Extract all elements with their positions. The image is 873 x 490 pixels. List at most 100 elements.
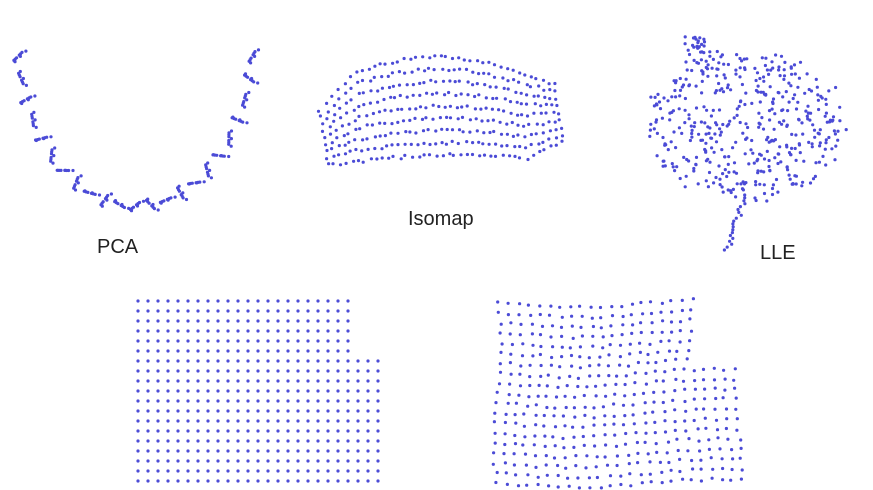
grid-point [316, 399, 320, 403]
reconstructed-grid-point [534, 413, 538, 417]
lle-point [677, 126, 681, 130]
lle-point [742, 199, 746, 203]
lle-point [764, 56, 768, 60]
lle-point [833, 158, 837, 162]
grid-point [136, 349, 140, 353]
grid-point [226, 339, 230, 343]
grid-point [366, 379, 370, 383]
lle-point [687, 113, 691, 117]
grid-point [206, 399, 210, 403]
pca-point [49, 135, 53, 139]
grid-point [316, 409, 320, 413]
isomap-point [332, 103, 336, 108]
grid-point [216, 369, 220, 373]
lle-point [818, 128, 822, 132]
isomap-point [349, 86, 353, 90]
reconstructed-grid-point [531, 343, 535, 347]
reconstructed-grid-point [496, 300, 500, 304]
reconstructed-grid-point [592, 406, 596, 410]
isomap-point [537, 142, 541, 146]
isomap-point [428, 56, 432, 60]
grid-point [186, 379, 190, 383]
grid-point [326, 309, 330, 313]
reconstructed-grid-point [571, 336, 575, 340]
isomap-point [413, 55, 418, 59]
grid-point [306, 329, 310, 333]
isomap-point [358, 127, 362, 131]
lle-point [762, 183, 766, 187]
lle-point [721, 190, 725, 194]
reconstructed-grid-point [644, 371, 648, 375]
reconstructed-grid-point [710, 476, 714, 480]
isomap-point [356, 80, 360, 84]
reconstructed-grid-point [629, 313, 633, 317]
lle-point [789, 66, 793, 70]
isomap-point [543, 95, 547, 99]
pca-scatter-plot [12, 48, 261, 213]
lle-point [731, 236, 735, 240]
reconstructed-grid-point [626, 364, 631, 368]
grid-point [286, 389, 290, 393]
isomap-point [538, 149, 542, 154]
isomap-point [516, 113, 520, 117]
lle-point [767, 164, 771, 169]
reconstructed-grid-point [578, 366, 582, 370]
grid-point [146, 359, 150, 363]
reconstructed-grid-point [546, 373, 550, 377]
grid-point [376, 459, 380, 463]
lle-point [759, 169, 763, 173]
reconstructed-grid-point [545, 473, 549, 477]
lle-point [720, 87, 724, 91]
isomap-point [411, 93, 415, 97]
lle-point [771, 66, 775, 70]
lle-point [702, 105, 706, 109]
reconstructed-grid-point [721, 478, 725, 482]
reconstructed-grid-point [730, 448, 734, 452]
reconstructed-grid-point [618, 363, 622, 367]
reconstructed-grid-point [660, 330, 664, 334]
lle-point [683, 185, 687, 189]
lle-point [708, 50, 712, 54]
lle-point [844, 128, 848, 132]
isomap-point [473, 94, 477, 99]
reconstructed-grid-point [713, 386, 717, 390]
lle-point [700, 91, 704, 95]
reconstructed-grid-point [588, 374, 592, 378]
grid-point [206, 409, 210, 413]
reconstructed-grid-point [694, 407, 698, 411]
reconstructed-grid-point [731, 457, 735, 461]
grid-point [296, 429, 300, 433]
reconstructed-grid-point [610, 334, 614, 338]
reconstructed-grid-point [567, 484, 571, 488]
grid-point [356, 369, 360, 373]
reconstructed-grid-point [693, 379, 697, 383]
reconstructed-grid-point [649, 311, 654, 316]
grid-point [336, 419, 340, 423]
reconstructed-grid-point [655, 450, 659, 454]
reconstructed-grid-point [720, 457, 724, 461]
isomap-point [330, 94, 334, 98]
reconstructed-grid-point [692, 369, 696, 373]
grid-point [146, 309, 150, 313]
lle-point [802, 159, 806, 163]
lle-point [767, 72, 771, 76]
lle-point [732, 219, 736, 223]
grid-point [216, 449, 220, 453]
grid-point [176, 399, 180, 403]
isomap-point [542, 148, 546, 152]
isomap-point [502, 86, 506, 90]
lle-point [773, 156, 777, 160]
isomap-point [339, 116, 343, 120]
isomap-point [492, 75, 497, 79]
grid-point [216, 339, 220, 343]
lle-point [816, 93, 820, 97]
isomap-point [371, 111, 375, 116]
pca-point [93, 192, 97, 196]
reconstructed-grid-point [666, 440, 671, 444]
lle-point [801, 180, 805, 184]
lle-point [776, 161, 780, 166]
grid-point [176, 379, 180, 383]
isomap-point [431, 103, 435, 107]
lle-point [708, 160, 712, 164]
reconstructed-grid-point [711, 467, 715, 471]
